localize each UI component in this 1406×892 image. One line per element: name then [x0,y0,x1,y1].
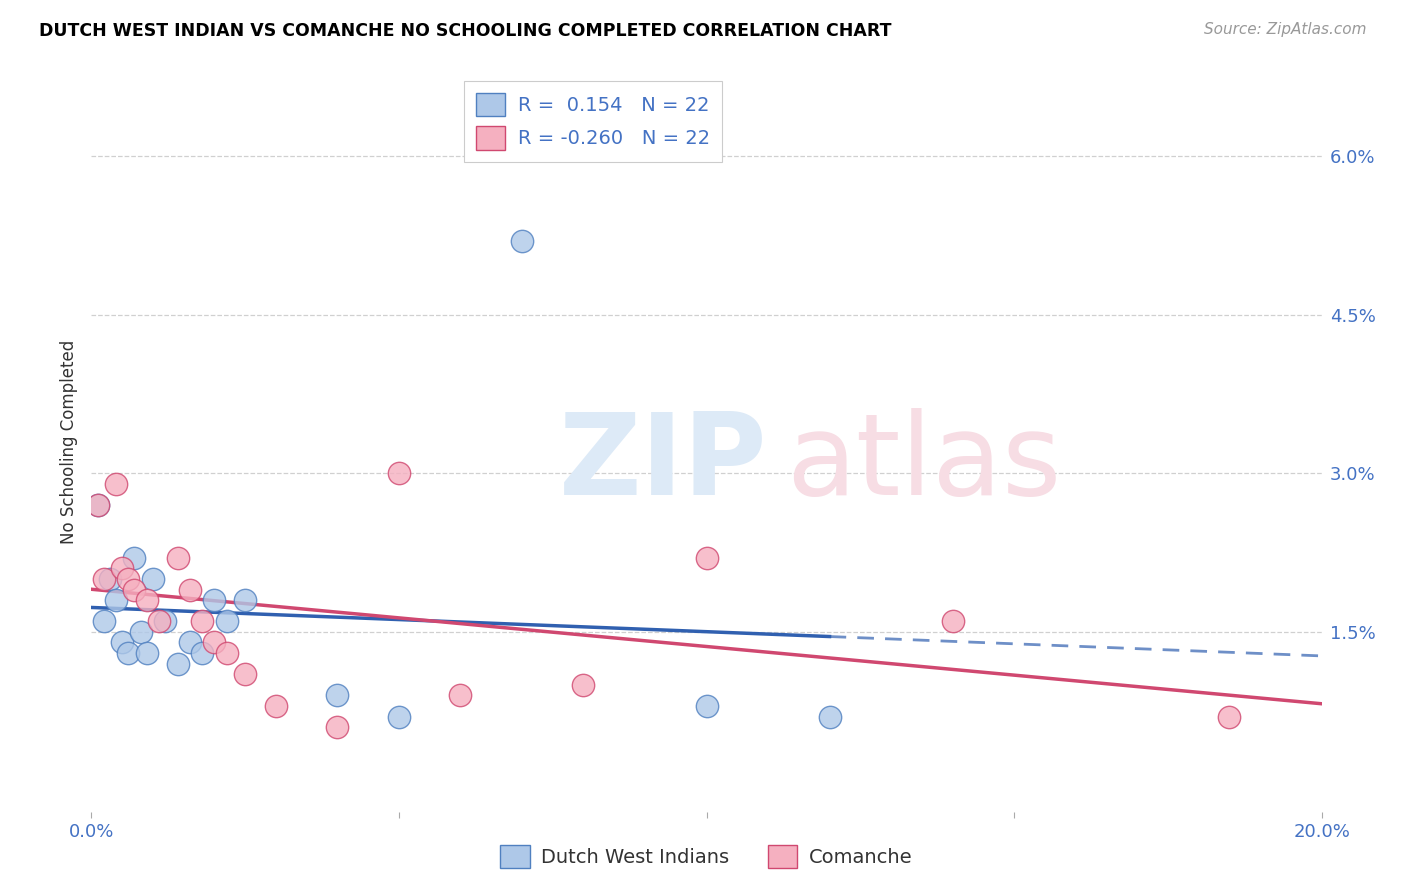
Text: ZIP: ZIP [558,409,768,519]
Point [215,646,238,660]
Point [388,709,411,723]
Point [326,689,349,703]
Legend: Dutch West Indians, Comanche: Dutch West Indians, Comanche [492,837,921,876]
Point [191,646,214,660]
Text: Source: ZipAtlas.com: Source: ZipAtlas.com [1204,22,1367,37]
Point [233,593,256,607]
Point [105,476,127,491]
Point [696,698,718,713]
Point [111,561,134,575]
Point [191,615,214,629]
Point [449,689,471,703]
Point [111,635,134,649]
Point [93,572,115,586]
Point [129,624,152,639]
Point [179,635,201,649]
Point [1218,709,1240,723]
Point [124,582,146,597]
Point [135,646,157,660]
Point [86,498,108,512]
Point [215,615,238,629]
Point [388,467,411,481]
Point [86,498,108,512]
Point [696,550,718,565]
Point [166,657,188,671]
Point [942,615,965,629]
Point [153,615,177,629]
Point [93,615,115,629]
Point [142,572,165,586]
Point [179,582,201,597]
Point [326,720,349,734]
Point [98,572,121,586]
Y-axis label: No Schooling Completed: No Schooling Completed [60,340,79,543]
Text: DUTCH WEST INDIAN VS COMANCHE NO SCHOOLING COMPLETED CORRELATION CHART: DUTCH WEST INDIAN VS COMANCHE NO SCHOOLI… [39,22,891,40]
Point [148,615,170,629]
Point [202,593,225,607]
Point [572,678,595,692]
Point [117,646,139,660]
Point [166,550,188,565]
Point [124,550,146,565]
Point [264,698,287,713]
Text: atlas: atlas [786,409,1062,519]
Point [202,635,225,649]
Point [135,593,157,607]
Point [510,234,533,248]
Point [117,572,139,586]
Point [233,667,256,681]
Point [105,593,127,607]
Point [818,709,841,723]
